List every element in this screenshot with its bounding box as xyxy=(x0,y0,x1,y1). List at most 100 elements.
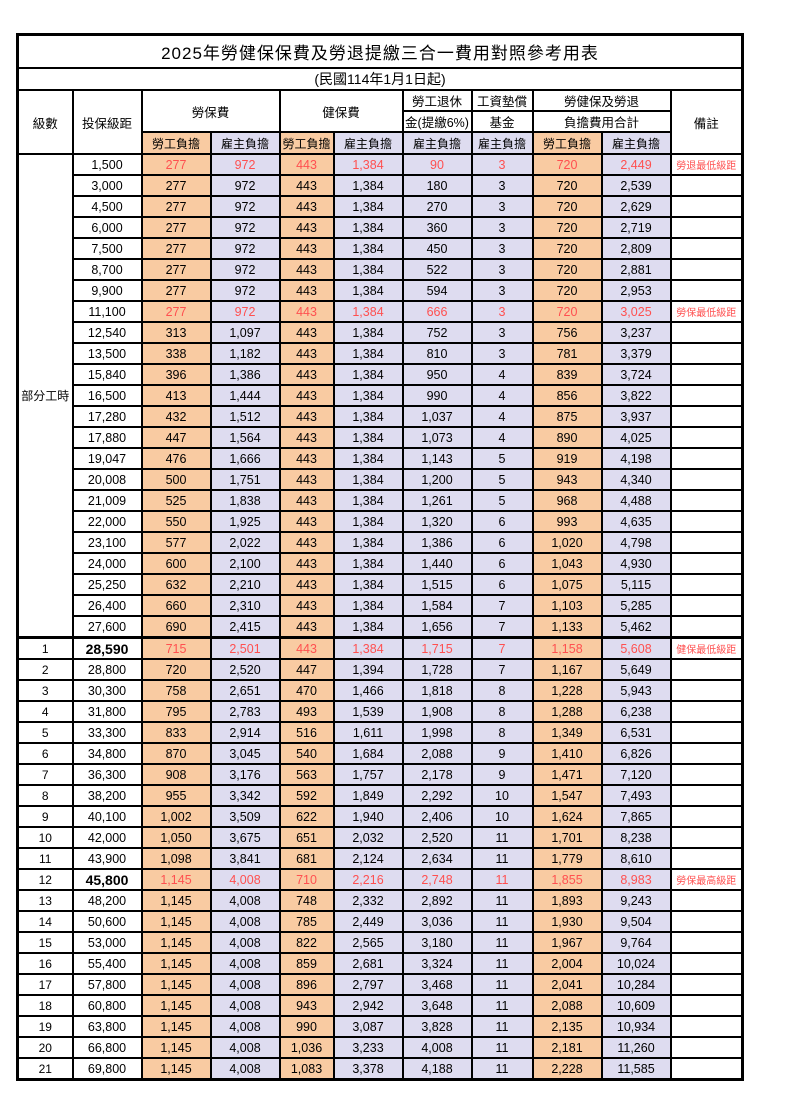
header-pension-line2: 金(提繳6%) xyxy=(401,110,473,133)
cell-bracket: 3,000 xyxy=(71,174,143,197)
cell-level: 19 xyxy=(16,1015,74,1038)
cell-health-employer: 3,378 xyxy=(332,1057,404,1081)
cell-health-employer: 1,384 xyxy=(332,258,404,281)
cell-total-employer: 9,504 xyxy=(600,910,672,933)
cell-health-employee: 443 xyxy=(278,594,335,617)
cell-total-employee: 2,135 xyxy=(531,1015,603,1038)
cell-fund-employer: 11 xyxy=(470,910,534,933)
cell-total-employer: 5,943 xyxy=(600,679,672,702)
cell-total-employee: 2,088 xyxy=(531,994,603,1017)
cell-labor-employee: 277 xyxy=(140,174,212,197)
cell-remark xyxy=(669,700,744,723)
cell-level: 4 xyxy=(16,700,74,723)
cell-health-employer: 1,384 xyxy=(332,153,404,176)
cell-remark xyxy=(669,258,744,281)
cell-labor-employee: 1,002 xyxy=(140,805,212,828)
table-row: 4,500 277 972 443 1,384 270 3 720 2,629 xyxy=(18,195,744,218)
cell-remark xyxy=(669,826,744,849)
cell-health-employee: 493 xyxy=(278,700,335,723)
cell-bracket: 26,400 xyxy=(71,594,143,617)
cell-total-employee: 1,624 xyxy=(531,805,603,828)
cell-total-employee: 1,893 xyxy=(531,889,603,912)
cell-total-employer: 5,649 xyxy=(600,658,672,681)
cell-bracket: 28,590 xyxy=(71,636,143,660)
header-health-employee: 勞工負擔 xyxy=(278,131,335,155)
header-wage-fund-line1: 工資墊償 xyxy=(470,89,534,112)
cell-labor-employer: 1,751 xyxy=(209,468,281,491)
cell-health-employee: 443 xyxy=(278,426,335,449)
cell-health-employee: 592 xyxy=(278,784,335,807)
cell-fund-employer: 4 xyxy=(470,405,534,428)
cell-labor-employee: 277 xyxy=(140,237,212,260)
cell-level: 14 xyxy=(16,910,74,933)
cell-total-employee: 890 xyxy=(531,426,603,449)
table-row: 8,700 277 972 443 1,384 522 3 720 2,881 xyxy=(18,258,744,281)
cell-fund-employer: 4 xyxy=(470,363,534,386)
cell-bracket: 43,900 xyxy=(71,847,143,870)
cell-fund-employer: 5 xyxy=(470,447,534,470)
cell-health-employee: 443 xyxy=(278,447,335,470)
cell-health-employee: 443 xyxy=(278,363,335,386)
cell-remark xyxy=(669,973,744,996)
cell-bracket: 45,800 xyxy=(71,868,143,891)
cell-labor-employer: 4,008 xyxy=(209,1015,281,1038)
cell-total-employee: 720 xyxy=(531,237,603,260)
cell-fund-employer: 3 xyxy=(470,279,534,302)
cell-fund-employer: 11 xyxy=(470,868,534,891)
cell-fund-employer: 10 xyxy=(470,805,534,828)
header-health-fee: 健保費 xyxy=(278,89,404,133)
cell-total-employer: 3,937 xyxy=(600,405,672,428)
cell-bracket: 17,280 xyxy=(71,405,143,428)
cell-remark xyxy=(669,615,744,639)
cell-fund-employer: 11 xyxy=(470,889,534,912)
cell-pension-employer: 1,143 xyxy=(401,447,473,470)
table-row: 6 34,800 870 3,045 540 1,684 2,088 9 1,410 6,826 xyxy=(16,742,744,765)
cell-bracket: 25,250 xyxy=(71,573,143,596)
cell-remark xyxy=(669,426,744,449)
cell-pension-employer: 990 xyxy=(401,384,473,407)
table-row: 7,500 277 972 443 1,384 450 3 720 2,809 xyxy=(18,237,744,260)
cell-labor-employer: 3,176 xyxy=(209,763,281,786)
cell-fund-employer: 3 xyxy=(470,321,534,344)
cell-level: 8 xyxy=(16,784,74,807)
cell-health-employer: 1,757 xyxy=(332,763,404,786)
table-row: 1 28,590 715 2,501 443 1,384 1,715 7 1,158 5,608 健… xyxy=(16,636,744,660)
cell-pension-employer: 2,520 xyxy=(401,826,473,849)
cell-health-employer: 1,384 xyxy=(332,489,404,512)
cell-pension-employer: 360 xyxy=(401,216,473,239)
cell-pension-employer: 1,261 xyxy=(401,489,473,512)
cell-total-employer: 3,025 xyxy=(600,300,672,323)
cell-health-employee: 443 xyxy=(278,342,335,365)
cell-total-employer: 9,764 xyxy=(600,931,672,954)
cell-fund-employer: 6 xyxy=(470,510,534,533)
cell-pension-employer: 2,892 xyxy=(401,889,473,912)
cell-labor-employee: 432 xyxy=(140,405,212,428)
cell-labor-employee: 833 xyxy=(140,721,212,744)
cell-labor-employer: 2,520 xyxy=(209,658,281,681)
table-row: 20 66,800 1,145 4,008 1,036 3,233 4,008 11 2,181… xyxy=(16,1036,744,1059)
table-row: 4 31,800 795 2,783 493 1,539 1,908 8 1,288 6,238 xyxy=(16,700,744,723)
cell-health-employee: 859 xyxy=(278,952,335,975)
cell-remark xyxy=(669,847,744,870)
cell-total-employee: 1,133 xyxy=(531,615,603,639)
cell-fund-employer: 11 xyxy=(470,973,534,996)
cell-health-employee: 748 xyxy=(278,889,335,912)
cell-total-employer: 7,120 xyxy=(600,763,672,786)
cell-health-employer: 2,216 xyxy=(332,868,404,891)
cell-remark xyxy=(669,763,744,786)
cell-health-employee: 443 xyxy=(278,321,335,344)
cell-health-employer: 2,124 xyxy=(332,847,404,870)
cell-level: 15 xyxy=(16,931,74,954)
cell-total-employer: 4,025 xyxy=(600,426,672,449)
cell-pension-employer: 2,634 xyxy=(401,847,473,870)
cell-fund-employer: 11 xyxy=(470,847,534,870)
cell-labor-employer: 2,914 xyxy=(209,721,281,744)
cell-total-employee: 781 xyxy=(531,342,603,365)
cell-health-employee: 443 xyxy=(278,300,335,323)
cell-remark xyxy=(669,889,744,912)
cell-health-employer: 1,384 xyxy=(332,384,404,407)
header-bracket: 投保級距 xyxy=(71,89,143,155)
cell-labor-employer: 4,008 xyxy=(209,973,281,996)
cell-labor-employer: 1,512 xyxy=(209,405,281,428)
cell-total-employee: 1,410 xyxy=(531,742,603,765)
